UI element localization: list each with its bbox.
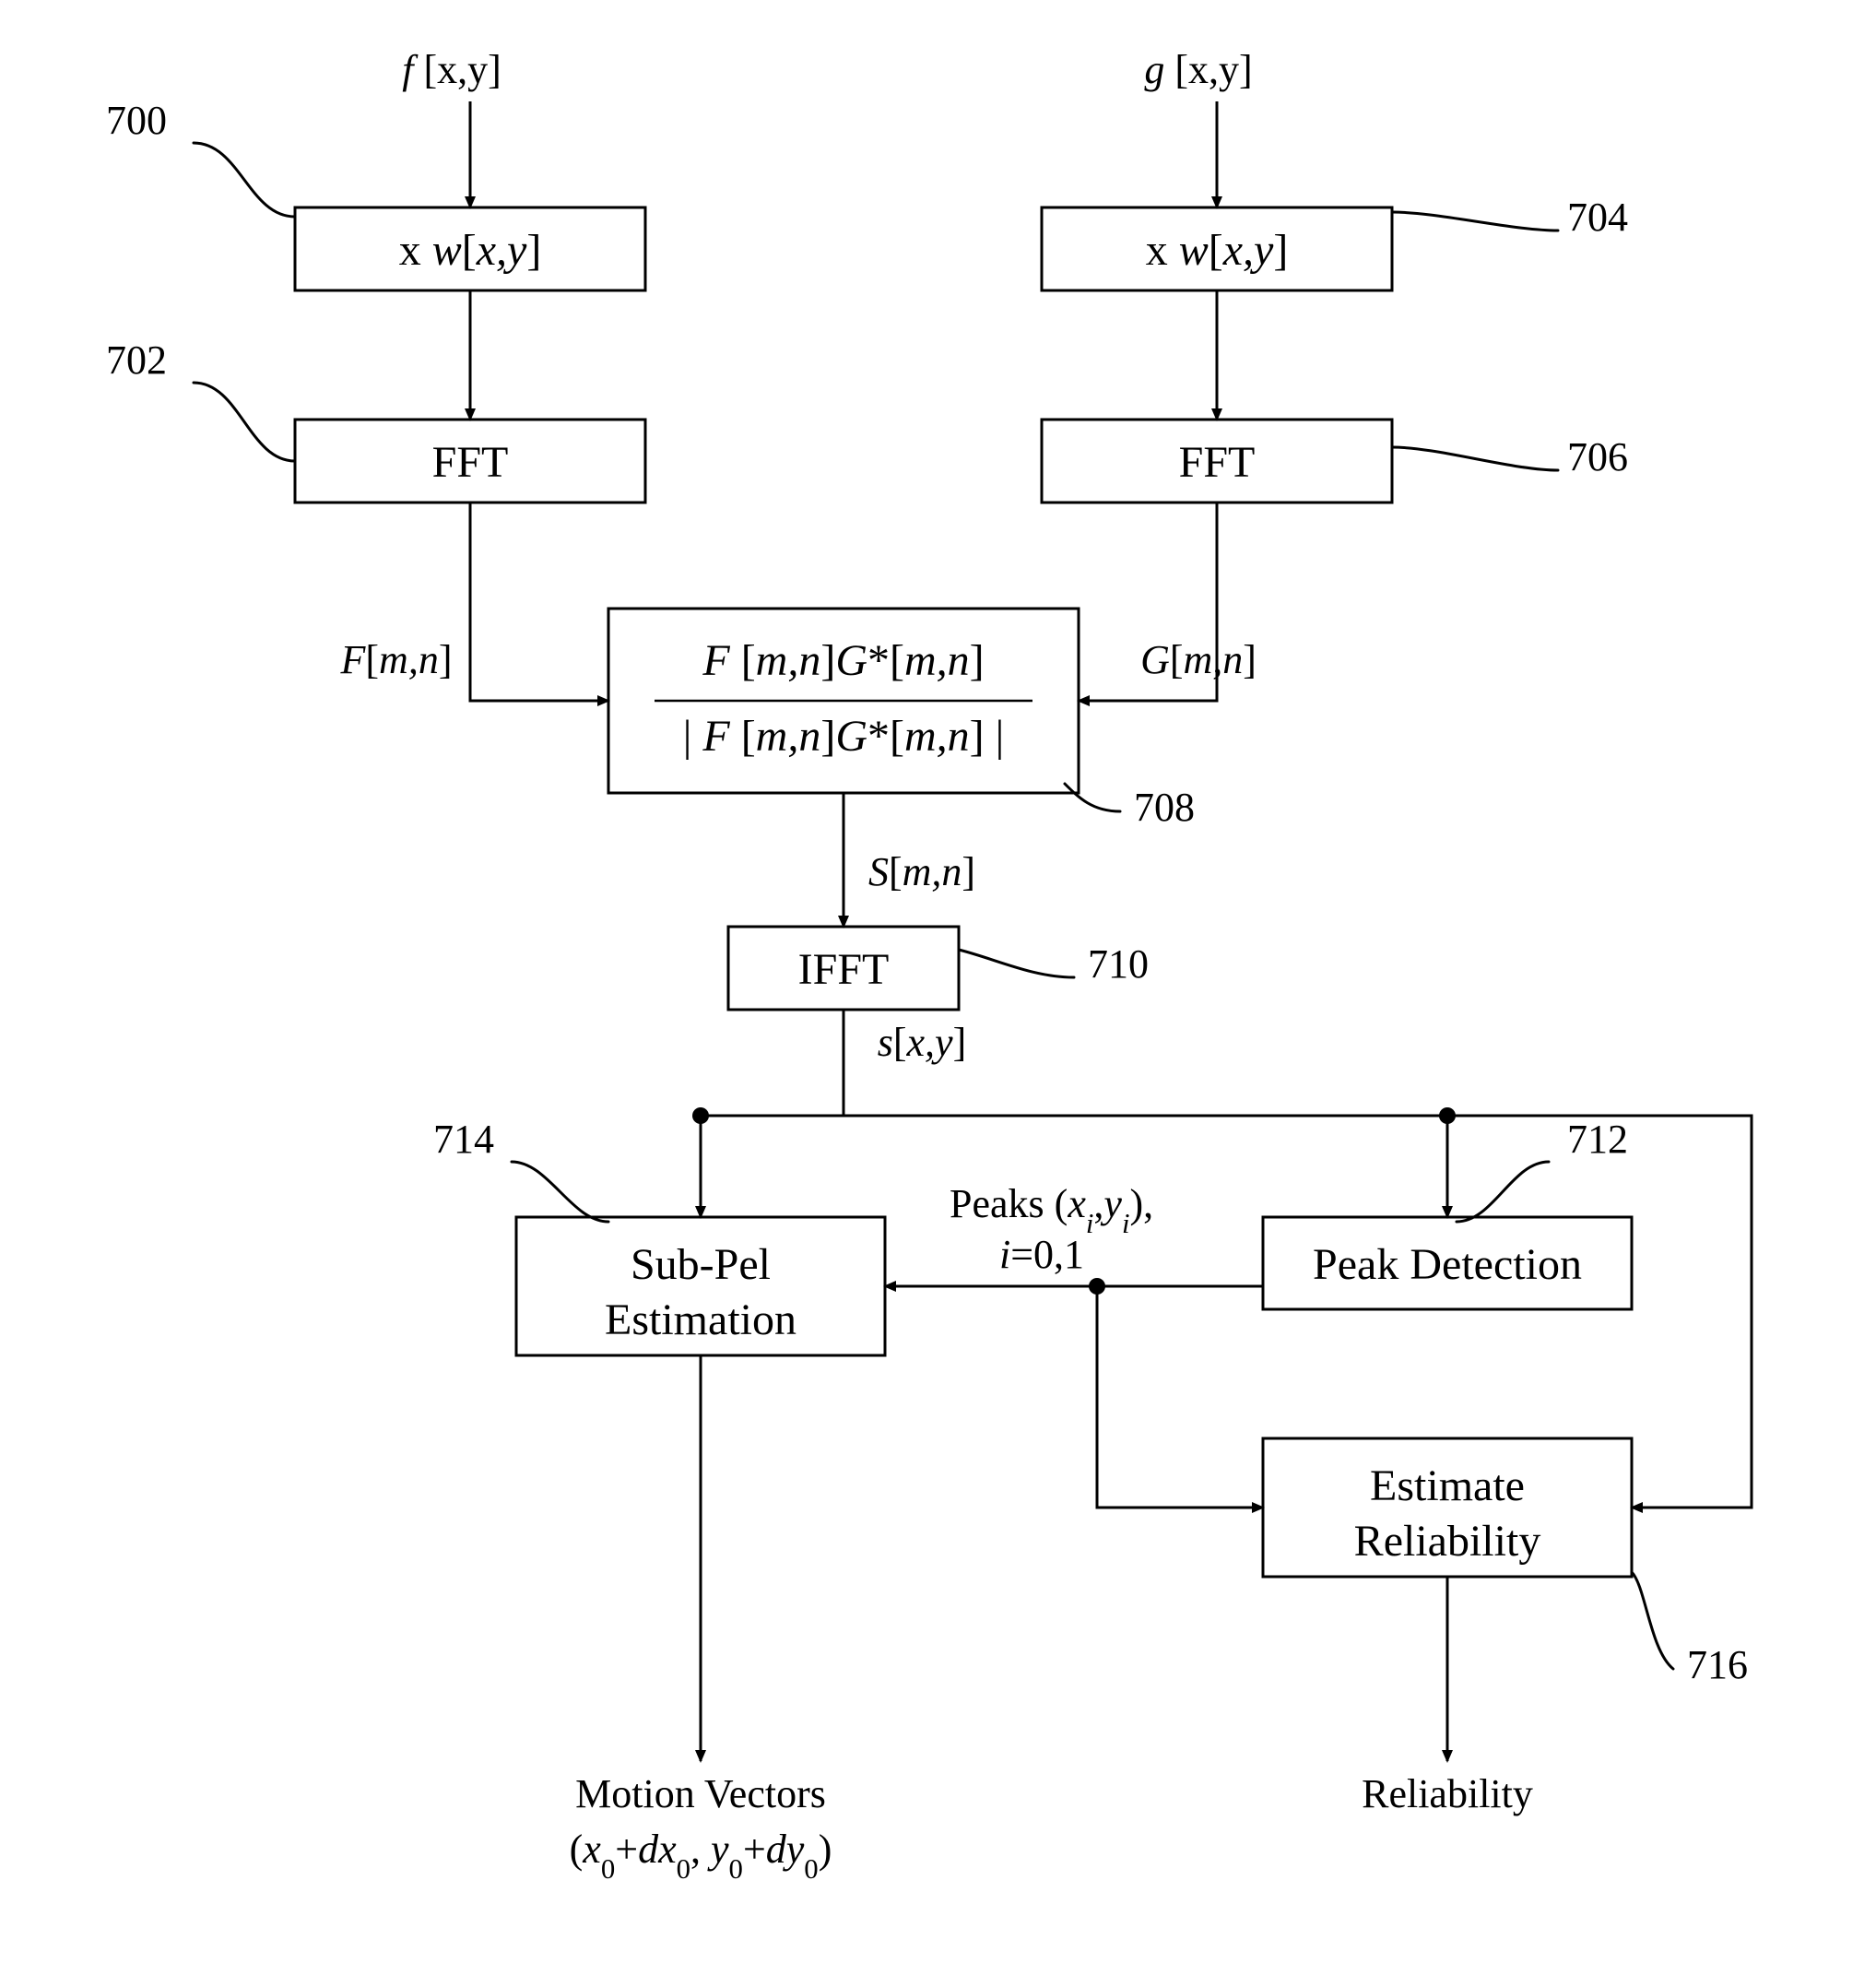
ref-700: 700 [106, 98, 167, 143]
ref-lead-704 [1392, 212, 1558, 231]
ref-704: 704 [1567, 195, 1628, 240]
label-window-left: x w[x,y] [399, 226, 542, 275]
label-fft-left: FFT [432, 438, 509, 487]
poc-denominator: | F [m,n]G*[m,n] | [683, 712, 1005, 761]
input-g-label: g [x,y] [1144, 47, 1252, 92]
label-reliab-2: Reliability [1354, 1517, 1541, 1566]
ref-lead-702 [194, 383, 295, 461]
ref-708: 708 [1134, 785, 1195, 830]
label-window-right: x w[x,y] [1146, 226, 1289, 275]
ref-706: 706 [1567, 434, 1628, 479]
ref-714: 714 [433, 1117, 494, 1162]
label-ifft: IFFT [798, 945, 890, 994]
label-Gmn: G[m,n] [1140, 637, 1257, 682]
input-f-label: f [x,y] [402, 47, 501, 92]
label-peak: Peak Detection [1313, 1240, 1582, 1289]
label-fft-right: FFT [1179, 438, 1256, 487]
ref-lead-716 [1632, 1572, 1673, 1669]
label-Smn: S[m,n] [868, 849, 975, 894]
edge-ifft-to-split-left [701, 1010, 844, 1116]
poc-numerator: F [m,n]G*[m,n] [702, 636, 984, 685]
edge-peak-to-reliab [1097, 1286, 1263, 1508]
label-motion-1: Motion Vectors [575, 1771, 826, 1816]
ref-lead-700 [194, 143, 295, 217]
label-sxy: s[x,y] [878, 1020, 967, 1065]
label-subpel-2: Estimation [605, 1295, 796, 1344]
ref-710: 710 [1088, 941, 1149, 987]
label-reliab-1: Estimate [1370, 1461, 1525, 1510]
label-subpel-1: Sub-Pel [631, 1240, 771, 1289]
edge-fftL-to-poc [470, 503, 608, 701]
ref-lead-706 [1392, 447, 1558, 470]
label-reliability-out: Reliability [1362, 1771, 1533, 1816]
ref-702: 702 [106, 337, 167, 383]
label-motion-2: (x0+dx0, y0+dy0) [570, 1827, 832, 1885]
ref-712: 712 [1567, 1117, 1628, 1162]
ref-lead-712 [1457, 1162, 1549, 1222]
label-Fmn: F[m,n] [340, 637, 453, 682]
ref-lead-710 [959, 950, 1074, 977]
label-peaks-1: Peaks (xi,yi), [950, 1181, 1153, 1239]
ref-716: 716 [1687, 1642, 1748, 1687]
label-peaks-2: i=0,1 [999, 1232, 1084, 1277]
ref-lead-714 [512, 1162, 608, 1222]
